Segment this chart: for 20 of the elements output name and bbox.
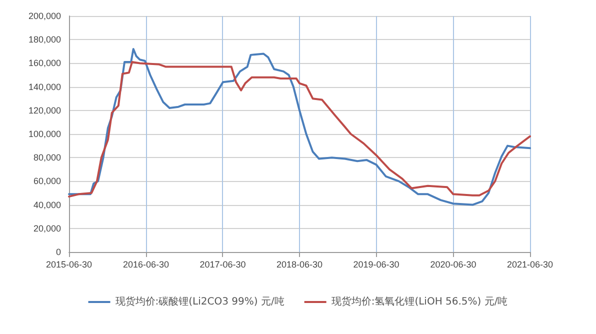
y-tick-label: 40,000 [33, 200, 61, 210]
x-tick-label: 2017-06-30 [200, 260, 246, 270]
y-tick-label: 100,000 [28, 129, 61, 139]
legend-label: 现货均价:氢氧化锂(LiOH 56.5%) 元/吨 [331, 296, 508, 308]
y-tick-label: 200,000 [28, 11, 61, 21]
y-tick-label: 180,000 [28, 34, 61, 45]
x-tick-label: 2016-06-30 [122, 260, 169, 270]
y-tick-label: 60,000 [33, 176, 61, 186]
x-tick-label: 2015-06-30 [46, 260, 92, 270]
y-tick-label: 120,000 [28, 105, 61, 116]
y-tick-label: 80,000 [33, 152, 61, 163]
x-tick-label: 2021-06-30 [506, 260, 554, 270]
x-tick-label: 2019-06-30 [353, 260, 400, 270]
legend-label: 现货均价:碳酸锂(Li2CO3 99%) 元/吨 [115, 296, 284, 308]
y-tick-label: 160,000 [28, 58, 61, 68]
x-tick-label: 2018-06-30 [276, 260, 323, 270]
x-tick-label: 2020-06-30 [430, 260, 476, 270]
y-tick-label: 140,000 [28, 82, 61, 92]
y-tick-label: 0 [56, 247, 61, 257]
y-tick-label: 20,000 [33, 223, 61, 234]
